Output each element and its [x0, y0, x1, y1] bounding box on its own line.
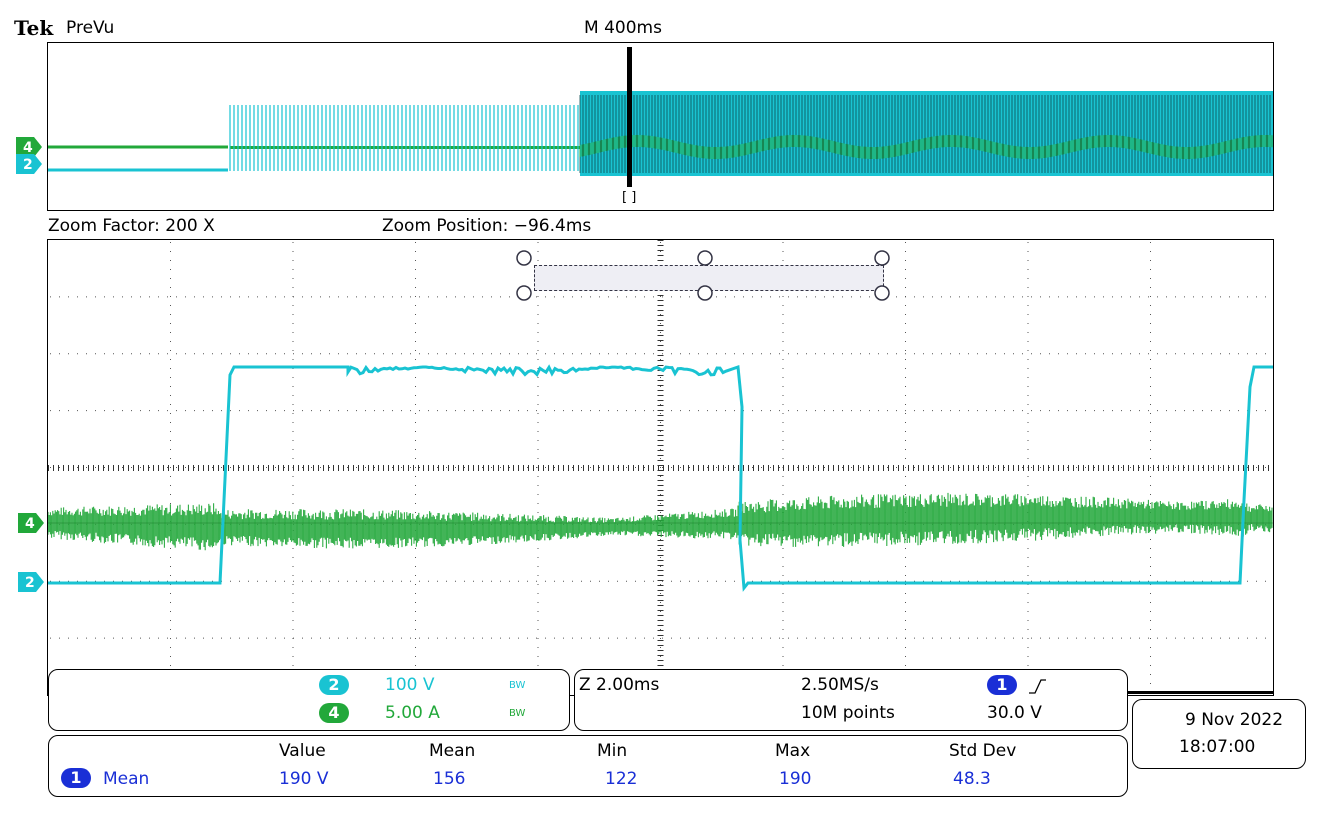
zoom-waveform-plot: [48, 240, 1273, 693]
ch2-scale[interactable]: 100 V: [385, 675, 435, 695]
ch4-marker-label: 4: [23, 140, 33, 156]
trigger-level[interactable]: 30.0 V: [987, 703, 1042, 723]
zoom-window-bracket: [ ]: [622, 190, 637, 205]
ch2-overview-burst2-bg: [580, 91, 1273, 176]
datetime-panel: 9 Nov 2022 18:07:00: [1132, 699, 1306, 769]
ch4-ground-marker[interactable]: 4: [18, 513, 44, 533]
measurement-value: 190 V: [279, 769, 329, 789]
ch2-ground-marker-overview[interactable]: 2: [16, 154, 42, 174]
header-value: Value: [279, 741, 326, 761]
zoom-window-indicator[interactable]: [627, 47, 632, 187]
zoom-factor: Zoom Factor: 200 X: [48, 216, 215, 236]
ch2-overview-burst1: [229, 105, 579, 171]
ch4-ground-marker-overview[interactable]: 4: [16, 137, 42, 157]
overview-waveform-plot: [48, 91, 1273, 176]
zoom-position: Zoom Position: −96.4ms: [382, 216, 592, 236]
ch4-waveform: [48, 492, 1273, 551]
ch4-overview-active: [579, 135, 1273, 159]
sample-rate: 2.50MS/s: [801, 675, 879, 695]
trigger-source-badge[interactable]: 1: [987, 675, 1017, 695]
header-max: Max: [775, 741, 811, 761]
ch2-bandwidth-limit: BW: [509, 680, 526, 691]
annotation-box-handles[interactable]: [514, 248, 894, 304]
measurement-mean: 156: [433, 769, 466, 789]
ch2-marker-label: 2: [23, 157, 33, 173]
overview-waveform-window[interactable]: [47, 42, 1274, 211]
zoom-timebase[interactable]: Z 2.00ms: [579, 675, 660, 695]
measurement-source-badge[interactable]: 1: [61, 768, 91, 788]
acquisition-mode: PreVu: [66, 18, 115, 38]
measurement-min: 122: [605, 769, 638, 789]
brand-logo: Tek: [14, 16, 54, 40]
overview-traces: [48, 91, 1273, 176]
measurement-max: 190: [779, 769, 812, 789]
graticule: [48, 240, 1269, 693]
channel-scale-panel[interactable]: 2 100 V BW 4 5.00 A BW: [48, 669, 570, 731]
ch4-zoom-marker-label: 4: [25, 516, 35, 532]
measurement-panel[interactable]: Value Mean Min Max Std Dev 1 Mean 190 V …: [48, 735, 1128, 797]
measurement-type[interactable]: Mean: [103, 769, 150, 789]
ch2-overview-burst2-lines: [579, 95, 1271, 173]
header-std-dev: Std Dev: [949, 741, 1017, 761]
main-timebase: M 400ms: [584, 18, 662, 38]
ch4-scale[interactable]: 5.00 A: [385, 703, 440, 723]
header-mean: Mean: [429, 741, 476, 761]
ch4-overview-mid: [230, 146, 580, 149]
ch2-waveform: [48, 364, 1273, 592]
zoom-waveform-window[interactable]: [47, 239, 1274, 696]
ch2-zoom-marker-label: 2: [25, 575, 35, 591]
ch2-badge[interactable]: 2: [319, 675, 349, 695]
measurement-std-dev: 48.3: [953, 769, 991, 789]
display-edge-bar: [1128, 691, 1274, 694]
record-length[interactable]: 10M points: [801, 703, 895, 723]
time: 18:07:00: [1179, 737, 1256, 757]
ch4-badge[interactable]: 4: [319, 703, 349, 723]
header-min: Min: [597, 741, 628, 761]
rising-edge-icon: [1029, 679, 1046, 694]
date: 9 Nov 2022: [1185, 710, 1284, 730]
timebase-panel[interactable]: Z 2.00ms 2.50MS/s 10M points 1 30.0 V: [574, 669, 1128, 731]
ch2-ground-marker[interactable]: 2: [18, 572, 44, 592]
ch4-bandwidth-limit: BW: [509, 708, 526, 719]
